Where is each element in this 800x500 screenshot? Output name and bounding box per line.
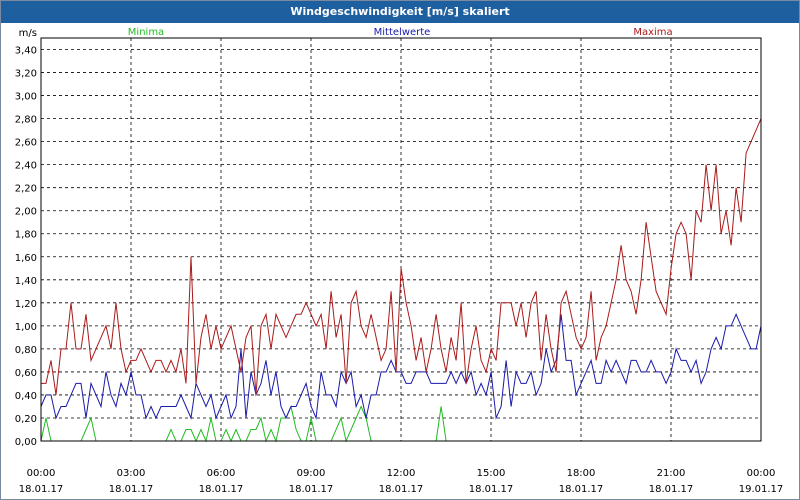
x-tick-time: 12:00 [387,468,416,479]
y-tick-label: 2,60 [15,138,37,149]
y-tick-label: 2,40 [15,161,37,172]
x-tick-date: 18.01.17 [289,484,334,495]
y-tick-label: 1,60 [15,253,37,264]
x-tick-time: 15:00 [477,468,506,479]
grid-lines [41,38,761,442]
y-tick-label: 2,20 [15,184,37,195]
y-tick-label: 2,00 [15,207,37,218]
x-tick-date: 18.01.17 [379,484,424,495]
y-tick-label: 0,60 [15,368,37,379]
y-tick-label: 3,20 [15,69,37,80]
y-tick-label: 1,00 [15,322,37,333]
y-tick-label: 0,20 [15,414,37,425]
y-tick-label: 3,00 [15,92,37,103]
x-tick-time: 21:00 [657,468,686,479]
wind-speed-chart: 0,00 0,20 0,40 0,60 0,80 1,00 1,20 1,40 1,60 1,80… [15,27,784,495]
x-tick-time: 06:00 [207,468,236,479]
y-tick-label: 0,40 [15,391,37,402]
y-tick-label: 0,80 [15,345,37,356]
legend-entry-mittelwerte: Mittelwerte [374,27,431,38]
y-tick-label: 2,80 [15,115,37,126]
y-tick-label: 1,20 [15,299,37,310]
x-tick-time: 00:00 [27,468,56,479]
axes [40,37,762,442]
x-tick-date: 18.01.17 [109,484,154,495]
x-tick-date: 18.01.17 [469,484,514,495]
y-tick-label: 3,40 [15,46,37,57]
x-tick-date: 18.01.17 [649,484,694,495]
legend-entry-minima: Minima [128,27,164,38]
legend-entry-maxima: Maxima [633,27,672,38]
x-tick-date: 18.01.17 [19,484,64,495]
plot-frame [40,37,762,442]
x-tick-date: 18.01.17 [199,484,244,495]
x-tick-time: 03:00 [117,468,146,479]
axis-labels: 0,00 0,20 0,40 0,60 0,80 1,00 1,20 1,40 1,60 1,80… [15,27,784,495]
x-tick-time: 00:00 [747,468,776,479]
series-line-maxima [41,49,762,395]
x-tick-time: 09:00 [297,468,326,479]
y-tick-label: 0,00 [15,437,37,448]
x-tick-time: 18:00 [567,468,596,479]
y-axis-unit: m/s [19,28,37,39]
window-title: Windgeschwindigkeit [m/s] skaliert [1,1,799,23]
x-tick-date: 19.01.17 [739,484,784,495]
x-tick-date: 18.01.17 [559,484,604,495]
y-tick-label: 1,80 [15,230,37,241]
y-tick-label: 1,40 [15,276,37,287]
